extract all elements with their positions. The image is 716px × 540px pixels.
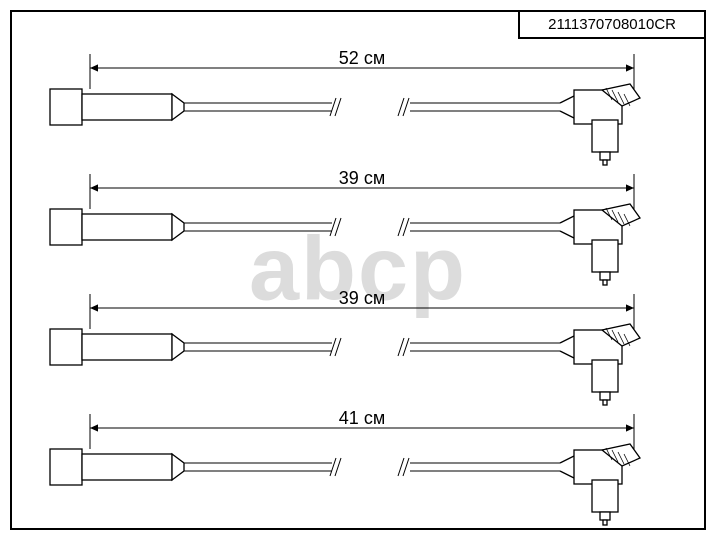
cable-diagram <box>12 12 708 532</box>
diagram-frame: 2111370708010CR abcp 52 см39 см39 см41 с… <box>10 10 706 530</box>
